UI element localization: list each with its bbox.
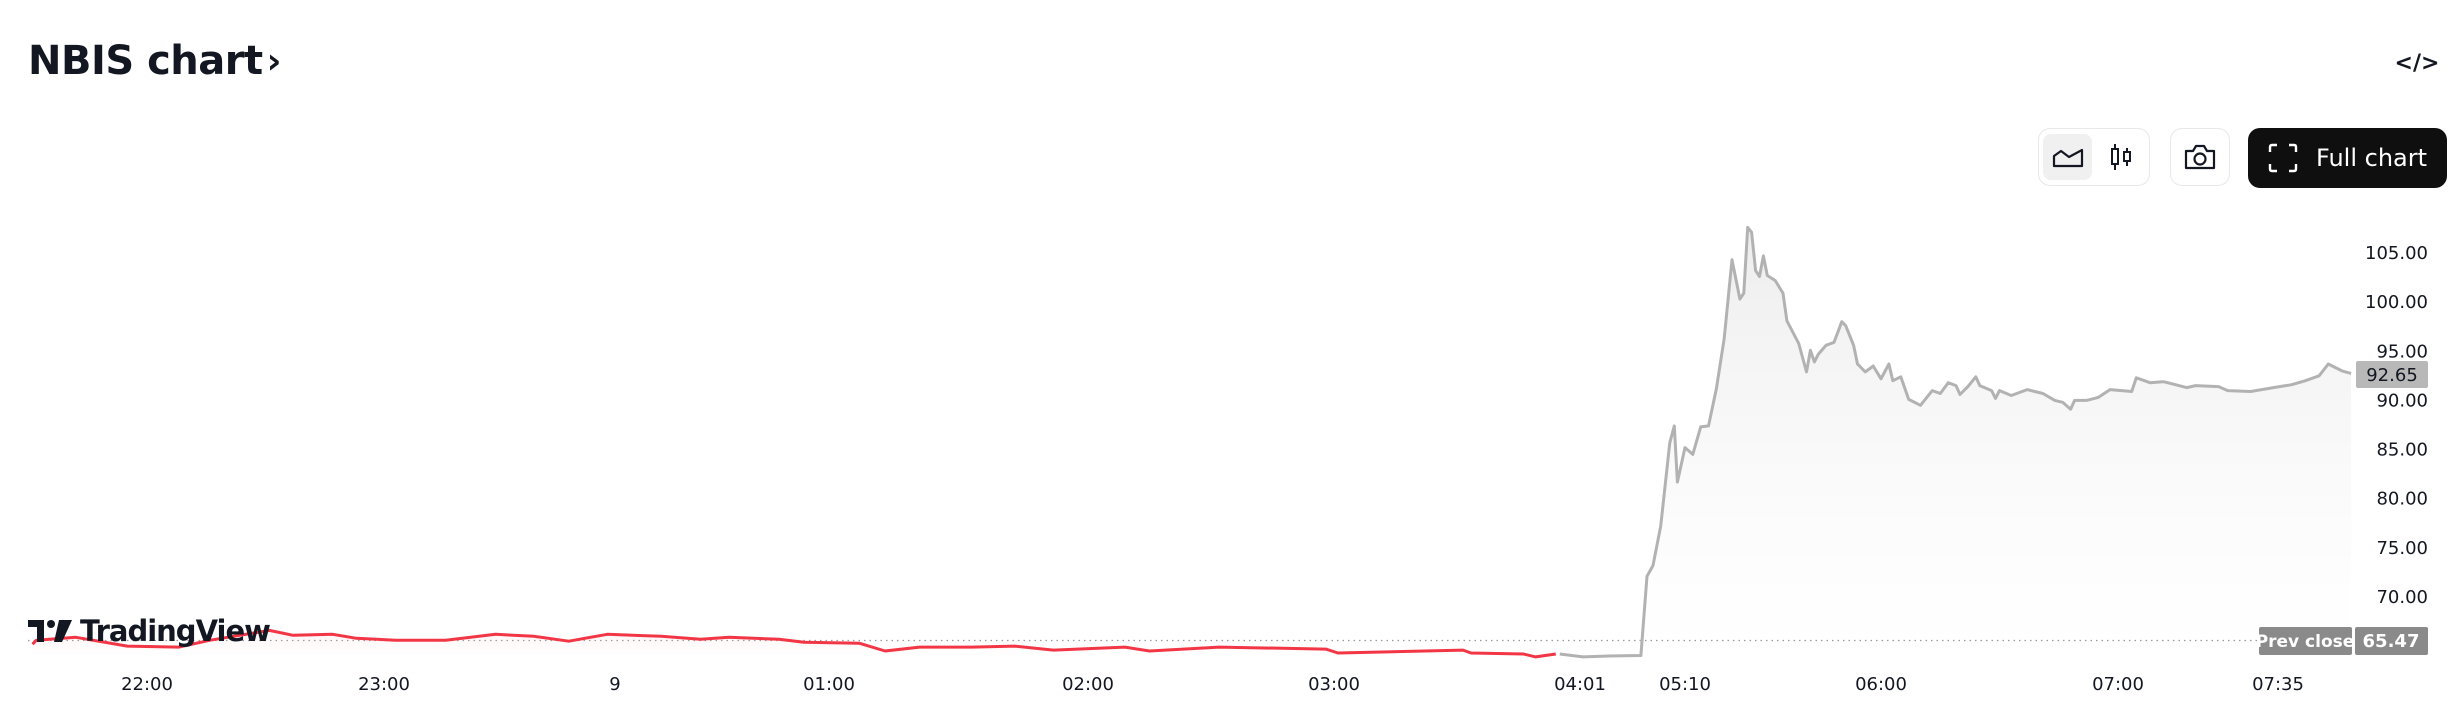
x-tick-label: 01:00	[803, 674, 855, 695]
x-tick-label: 04:01	[1554, 674, 1606, 695]
last-price-value: 92.65	[2366, 365, 2418, 386]
y-tick-label: 100.00	[2365, 292, 2428, 313]
full-chart-label: Full chart	[2315, 144, 2428, 172]
prev-close-label: Prev close 65.47	[2256, 627, 2428, 655]
tradingview-logo-icon	[28, 620, 72, 642]
x-tick-label: 05:10	[1659, 674, 1711, 695]
area-chart-button[interactable]	[2043, 134, 2092, 180]
fullscreen-icon	[2268, 143, 2298, 173]
candles-icon	[2110, 144, 2131, 170]
camera-icon	[2184, 144, 2216, 170]
pre-market-price-line	[1559, 225, 2352, 659]
x-tick-label: 22:00	[121, 674, 173, 695]
tradingview-logo-text: TradingView	[80, 614, 271, 648]
area-icon	[2052, 148, 2083, 168]
candles-chart-button[interactable]	[2096, 134, 2145, 180]
chevron-right-icon: ›	[266, 40, 282, 82]
tradingview-logo[interactable]: TradingView	[28, 614, 271, 648]
x-tick-label: 02:00	[1062, 674, 1114, 695]
y-tick-label: 90.00	[2376, 390, 2428, 411]
prev-close-text: Prev close	[2256, 632, 2355, 652]
last-price-label: 92.65	[2356, 361, 2428, 388]
x-tick-label: 9	[609, 674, 620, 695]
post-market-price-line	[31, 628, 1557, 659]
x-tick-label: 06:00	[1855, 674, 1907, 695]
chart-title-link[interactable]: NBIS chart ›	[28, 38, 281, 84]
y-tick-label: 70.00	[2376, 587, 2428, 608]
pre-market-area	[1559, 227, 2352, 657]
y-tick-label: 105.00	[2365, 243, 2428, 264]
chart-type-toggle	[2038, 128, 2150, 186]
chart-title: NBIS chart	[28, 38, 263, 84]
snapshot-button[interactable]	[2170, 128, 2230, 186]
y-tick-label: 95.00	[2376, 341, 2428, 362]
embed-code-icon[interactable]: </>	[2394, 50, 2440, 76]
y-tick-label: 75.00	[2376, 538, 2428, 559]
y-tick-label: 85.00	[2376, 440, 2428, 461]
x-axis: 22:00 23:00 9 01:00 02:00 03:00 04:01 05:10 06:0…	[121, 674, 2304, 695]
y-tick-label: 80.00	[2376, 489, 2428, 510]
y-axis: 70.00 75.00 80.00 85.00 90.00 95.00 100.00 105.…	[2365, 243, 2428, 608]
prev-close-value: 65.47	[2363, 631, 2420, 652]
x-tick-label: 07:35	[2252, 674, 2304, 695]
x-tick-label: 07:00	[2092, 674, 2144, 695]
full-chart-button[interactable]: Full chart	[2248, 128, 2447, 188]
x-tick-label: 23:00	[358, 674, 410, 695]
x-tick-label: 03:00	[1308, 674, 1360, 695]
